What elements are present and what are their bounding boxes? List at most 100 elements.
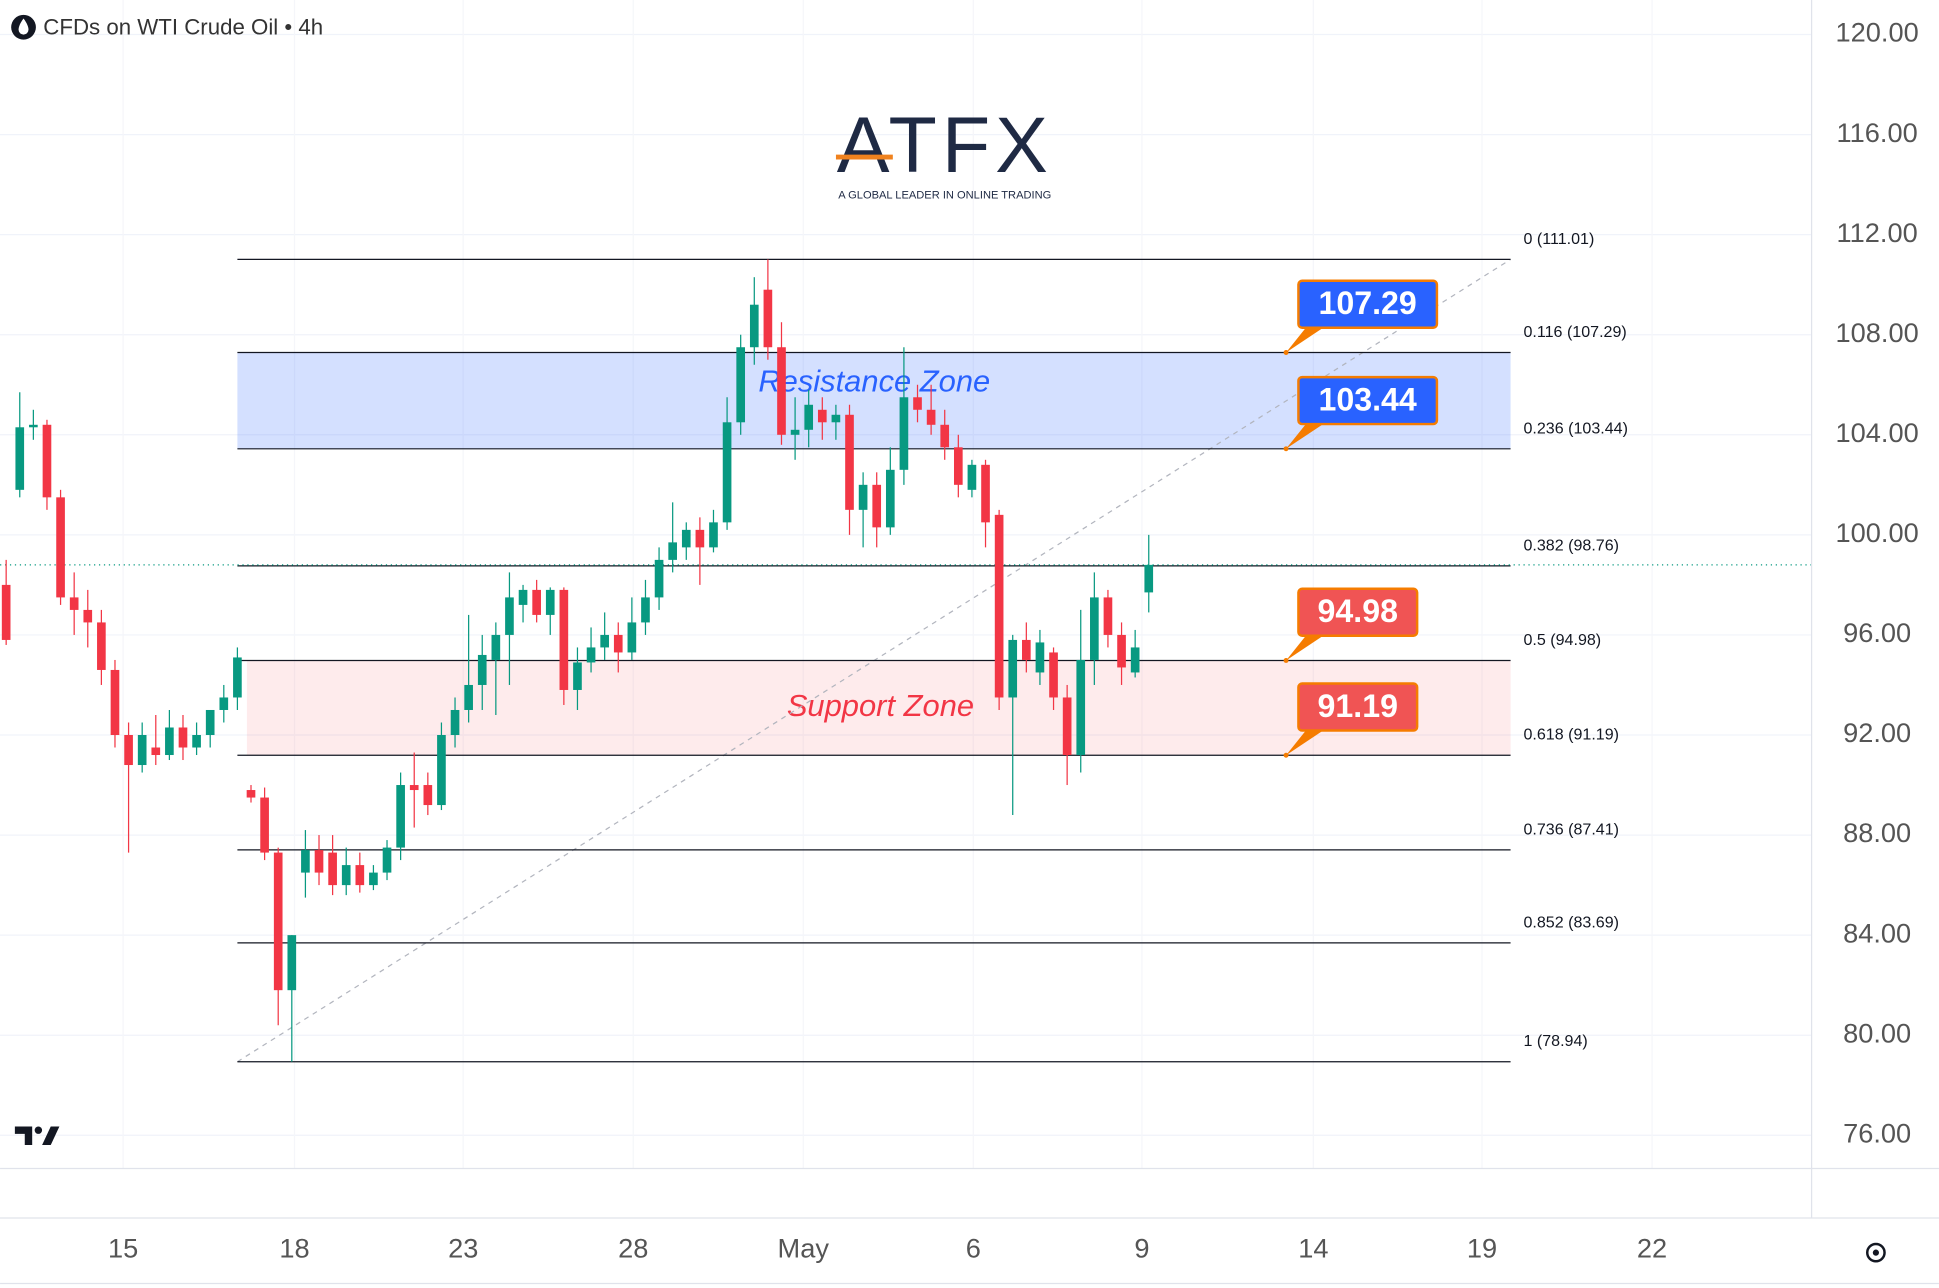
y-tick-label: 112.00 <box>1837 217 1918 248</box>
candle-body <box>777 347 786 435</box>
y-tick-label: 84.00 <box>1843 917 1911 948</box>
candle-body <box>981 464 990 523</box>
y-tick-label: 76.00 <box>1843 1117 1911 1148</box>
candle-body <box>532 589 541 615</box>
candle-body <box>328 852 337 886</box>
candle-body <box>246 790 256 798</box>
logo: ATFX A GLOBAL LEADER IN ONLINE TRADING <box>835 100 1051 201</box>
candle-body <box>858 484 868 510</box>
candle-body <box>545 589 555 615</box>
settings-button[interactable] <box>1866 1242 1886 1263</box>
candle-body <box>110 669 120 736</box>
candle-body <box>749 304 759 348</box>
candle-body <box>42 424 52 498</box>
callout-label: 91.19 <box>1318 688 1398 724</box>
candle-body <box>709 522 718 548</box>
callout-pointer <box>1286 327 1324 353</box>
candle-body <box>273 852 283 991</box>
candle-body <box>355 865 365 886</box>
callout-anchor <box>1283 657 1289 663</box>
fib-level-label: 0 (111.01) <box>1523 230 1594 248</box>
candle-body <box>600 634 609 648</box>
y-tick-label: 120.00 <box>1836 17 1919 48</box>
callout-anchor <box>1283 350 1289 355</box>
x-tick-label: 28 <box>618 1232 648 1263</box>
candle-body <box>165 727 174 756</box>
candle-body <box>382 847 392 873</box>
fibonacci: 0 (111.01) 0.116 (107.29) 0.236 (103.44) 0.… <box>237 230 1628 1063</box>
tv-logo-part <box>34 1126 43 1134</box>
y-tick-label: 92.00 <box>1843 717 1911 748</box>
candle-body <box>940 424 950 448</box>
candle-body <box>1076 659 1086 756</box>
candle-body <box>505 597 514 635</box>
callout-box <box>1297 587 1419 637</box>
x-tick-label: 6 <box>966 1232 981 1263</box>
tv-logo-part <box>42 1126 60 1146</box>
candle-body <box>518 589 528 605</box>
candle-body <box>287 935 297 991</box>
candle-body <box>1049 652 1058 698</box>
candle-body <box>124 735 133 766</box>
x-tick-label: 9 <box>1134 1232 1149 1263</box>
candle-body <box>151 747 161 756</box>
x-tick-label: 19 <box>1467 1232 1497 1263</box>
symbol-icon-drop <box>18 18 29 35</box>
candle-body <box>953 447 963 485</box>
candle-body <box>437 735 446 806</box>
candle-body <box>1144 564 1154 593</box>
candle-body <box>192 735 201 748</box>
y-tick-label: 100.00 <box>1836 517 1919 548</box>
y-tick-label: 104.00 <box>1836 417 1919 448</box>
callout: 91.19 <box>1283 682 1419 758</box>
fib-level-label: 0.236 (103.44) <box>1523 419 1628 437</box>
y-tick-label: 96.00 <box>1843 617 1911 648</box>
callout: 107.29 <box>1283 279 1439 355</box>
candle-body <box>913 397 922 410</box>
candle-body <box>736 347 746 423</box>
x-tick-label: 22 <box>1637 1232 1667 1263</box>
callout-box <box>1297 682 1419 732</box>
candle-body <box>83 609 93 623</box>
callout: 103.44 <box>1283 375 1439 452</box>
callout-pointer <box>1286 424 1324 449</box>
candle-body <box>1022 639 1031 660</box>
callout-anchor <box>1283 446 1289 452</box>
candle-body <box>396 785 405 848</box>
candle-body <box>627 622 637 653</box>
callout-box <box>1297 375 1439 426</box>
candle-body <box>423 785 433 806</box>
callout-label: 107.29 <box>1319 285 1417 321</box>
candle-body <box>314 850 324 873</box>
fib-level-label: 0.116 (107.29) <box>1523 323 1626 341</box>
candle-body <box>899 397 909 470</box>
settings-icon-center[interactable] <box>1872 1249 1879 1256</box>
x-tick-label: 23 <box>448 1232 478 1263</box>
grid <box>0 33 1812 1136</box>
candle-body <box>369 872 378 886</box>
logo-tagline: A GLOBAL LEADER IN ONLINE TRADING <box>838 189 1051 201</box>
candle-body <box>491 634 501 660</box>
candle-body <box>573 662 582 690</box>
settings-icon[interactable] <box>1866 1242 1886 1263</box>
candle-body <box>845 414 854 510</box>
candle-body <box>722 422 732 523</box>
candle-body <box>219 697 229 710</box>
fib-level-label: 0.5 (94.98) <box>1523 631 1601 649</box>
tradingview-logo <box>14 1126 60 1146</box>
callout-box <box>1297 279 1439 329</box>
candle-body <box>97 622 106 670</box>
candle-body <box>681 529 691 548</box>
candle-body <box>301 850 310 873</box>
callout: 94.98 <box>1283 587 1419 663</box>
header: CFDs on WTI Crude Oil • 4h <box>11 14 323 40</box>
candle-body <box>641 597 650 623</box>
candle-body <box>464 684 473 710</box>
candle-body <box>1008 639 1018 698</box>
candle-body <box>926 409 936 425</box>
candle-body <box>1 584 11 640</box>
candle-body <box>69 597 79 610</box>
